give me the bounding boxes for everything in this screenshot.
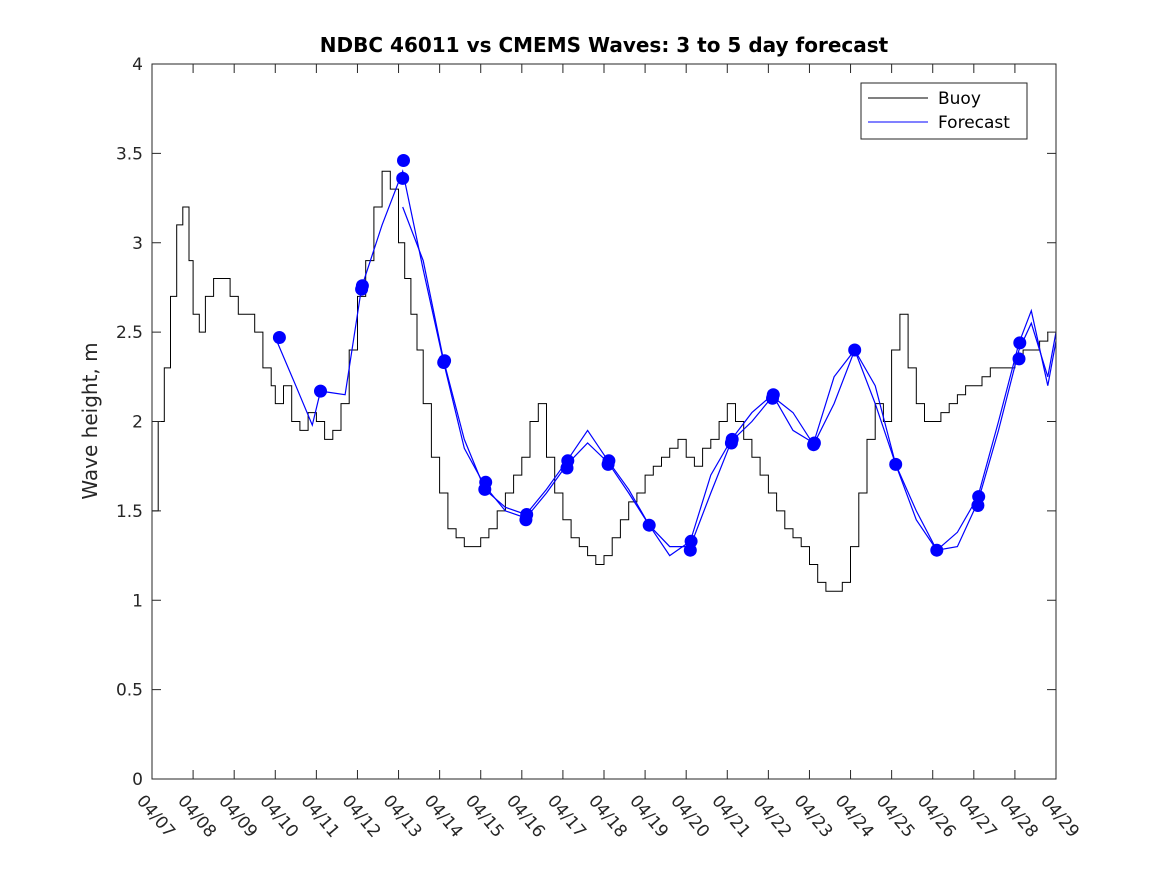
x-tick-label: 04/07 — [132, 791, 179, 841]
forecast-marker — [1013, 336, 1027, 350]
forecast-line — [274, 169, 1057, 551]
buoy-line — [152, 170, 1049, 592]
forecast-marker — [848, 343, 862, 357]
x-tick-label: 04/28 — [995, 791, 1042, 841]
forecast-marker — [602, 454, 616, 468]
forecast-marker — [314, 384, 327, 398]
forecast-marker — [684, 534, 698, 548]
forecast-marker — [438, 354, 452, 368]
y-tick-label: 3.5 — [116, 144, 143, 164]
forecast-marker — [807, 436, 821, 450]
x-tick-label: 04/15 — [461, 791, 508, 841]
x-tick-label: 04/13 — [379, 791, 426, 841]
forecast-marker — [520, 508, 534, 521]
x-tick-label: 04/18 — [584, 791, 631, 841]
x-tick-label: 04/11 — [297, 791, 344, 841]
forecast-marker — [561, 454, 575, 468]
x-tick-label: 04/19 — [625, 791, 672, 841]
x-tick-label: 04/08 — [173, 791, 220, 841]
y-tick-label: 2 — [132, 413, 143, 433]
forecast-marker — [889, 457, 903, 471]
y-tick-label: 1.5 — [116, 502, 143, 522]
forecast-marker — [766, 388, 780, 402]
forecast-line — [402, 206, 1057, 557]
forecast-marker — [397, 154, 410, 167]
y-tick-label: 0.5 — [116, 681, 143, 701]
forecast-marker — [972, 490, 986, 504]
forecast-marker — [355, 279, 369, 293]
legend-forecast-label: Forecast — [938, 113, 1010, 133]
forecast-marker — [642, 518, 656, 532]
chart-title: NDBC 46011 vs CMEMS Waves: 3 to 5 day fo… — [320, 33, 889, 57]
x-tick-label: 04/29 — [1036, 791, 1083, 841]
x-tick-label: 04/23 — [790, 791, 837, 841]
forecast-marker — [930, 543, 944, 557]
y-tick-label: 0 — [132, 770, 143, 790]
plot-area — [152, 64, 1056, 779]
y-tick-label: 4 — [132, 55, 143, 75]
legend-box — [860, 82, 1028, 140]
x-tick-label: 04/14 — [420, 791, 467, 841]
x-tick-label: 04/25 — [872, 791, 919, 841]
forecast-series-group — [274, 169, 1057, 557]
x-tick-label: 04/17 — [543, 791, 590, 841]
x-tick-label: 04/16 — [502, 791, 549, 841]
forecast-marker — [725, 432, 739, 446]
y-axis-label: Wave height, m — [78, 342, 102, 499]
x-tick-label: 04/24 — [831, 791, 878, 841]
x-tick-label: 04/22 — [749, 791, 796, 841]
x-tick-label: 04/09 — [214, 791, 261, 841]
x-tick-label: 04/26 — [913, 791, 960, 841]
y-tick-label: 2.5 — [116, 323, 143, 343]
x-tick-label: 04/27 — [954, 791, 1001, 841]
legend-buoy-label: Buoy — [938, 89, 981, 109]
forecast-markers-group — [272, 154, 1027, 557]
y-tick-label: 1 — [132, 591, 143, 611]
forecast-marker — [272, 331, 286, 344]
legend: Buoy Forecast — [860, 82, 1028, 140]
y-axis-ticks: 0 0.5 1 1.5 2 2.5 3 3.5 4 — [116, 55, 1056, 790]
forecast-marker — [1012, 352, 1026, 366]
forecast-marker — [396, 171, 410, 185]
x-tick-label: 04/10 — [255, 791, 302, 841]
x-tick-label: 04/12 — [338, 791, 385, 841]
buoy-series-group — [152, 170, 1049, 592]
x-tick-label: 04/20 — [666, 791, 713, 841]
y-tick-label: 3 — [132, 234, 143, 254]
x-tick-label: 04/21 — [707, 791, 754, 841]
forecast-marker — [479, 475, 493, 489]
